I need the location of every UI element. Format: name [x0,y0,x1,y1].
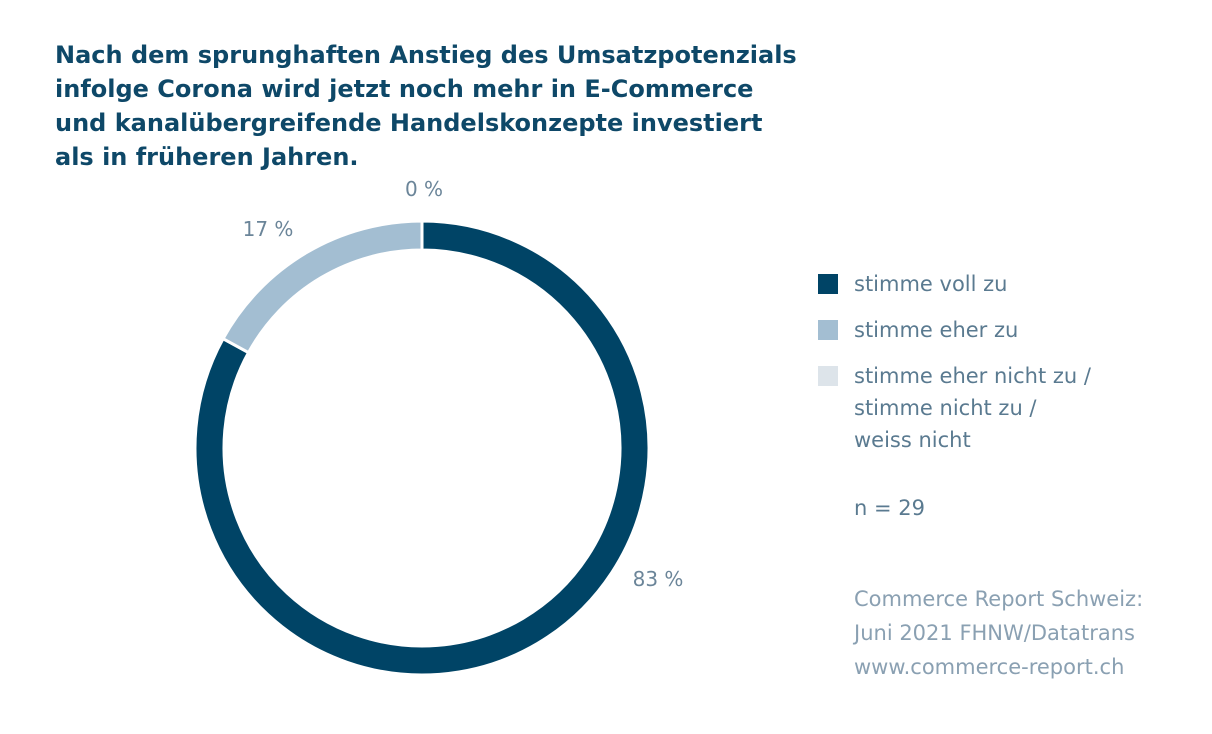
title-line: Nach dem sprunghaften Anstieg des Umsatz… [55,41,797,69]
data-label-83: 83 % [633,567,684,591]
legend-label: stimme eher zu [854,318,1019,342]
legend: stimme voll zu stimme eher zu stimme ehe… [818,268,1198,470]
sample-size-note: n = 29 [854,496,925,520]
legend-swatch [818,274,838,294]
title-line: und kanalübergreifende Handelskonzepte i… [55,109,763,137]
legend-label: stimme voll zu [854,272,1008,296]
legend-item-nicht: stimme eher nicht zu / stimme nicht zu /… [818,360,1198,456]
data-label-0: 0 % [405,177,443,201]
legend-item-voll: stimme voll zu [818,268,1198,300]
source-line: Juni 2021 FHNW/Datatrans [854,621,1135,645]
legend-swatch [818,320,838,340]
legend-swatch [818,366,838,386]
title-line: als in früheren Jahren. [55,143,359,171]
source-line: Commerce Report Schweiz: [854,587,1144,611]
slice-stimme-eher-zu [221,219,424,355]
legend-item-eher: stimme eher zu [818,314,1198,346]
slice-stimme-voll-zu [193,219,651,677]
legend-label: stimme eher nicht zu / stimme nicht zu /… [854,364,1091,452]
source-note: Commerce Report Schweiz: Juni 2021 FHNW/… [854,582,1204,684]
data-label-17: 17 % [243,217,294,241]
title-line: infolge Corona wird jetzt noch mehr in E… [55,75,754,103]
chart-title: Nach dem sprunghaften Anstieg des Umsatz… [55,38,815,174]
source-line: www.commerce-report.ch [854,655,1125,679]
